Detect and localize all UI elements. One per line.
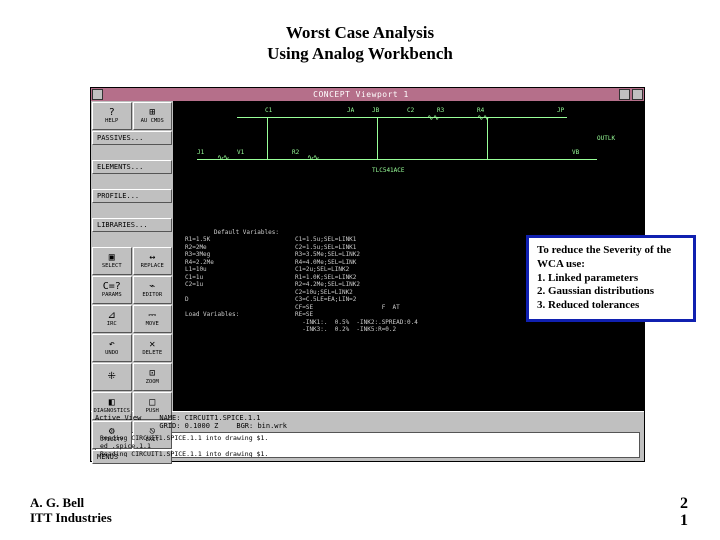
- undo-button[interactable]: ↶UNDO: [92, 334, 132, 362]
- help-icon: ?: [109, 108, 115, 118]
- help-button[interactable]: ?HELP: [92, 102, 132, 130]
- command-log[interactable]: Reading CIRCUIT1.SPICE.1.1 into drawing …: [95, 432, 640, 458]
- delete-icon: ✕: [149, 340, 155, 350]
- title-line-2: Using Analog Workbench: [0, 43, 720, 64]
- callout-box: To reduce the Severity of the WCA use: 1…: [526, 235, 696, 322]
- maximize-icon[interactable]: [632, 89, 643, 100]
- status-panel: Active View NAME: CIRCUIT1.SPICE.1.1 Act…: [91, 411, 644, 461]
- select-icon: ▣: [109, 253, 115, 263]
- params-button[interactable]: C=?PARAMS: [92, 276, 132, 304]
- move-icon: ⎓: [148, 311, 156, 321]
- push-icon: □: [149, 398, 155, 408]
- grid-icon: ⊞: [149, 108, 155, 118]
- zoom-icon: ⊡: [149, 369, 155, 379]
- status-name: NAME: CIRCUIT1.SPICE.1.1: [159, 414, 260, 422]
- aucmds-button[interactable]: ⊞AU CMDS: [133, 102, 173, 130]
- irc-button[interactable]: ⊿IRC: [92, 305, 132, 333]
- editor-icon: ⌁: [149, 282, 155, 292]
- minimize-icon[interactable]: [619, 89, 630, 100]
- swap-icon: ↔: [149, 253, 155, 263]
- misc-button[interactable]: ⁜: [92, 363, 132, 391]
- callout-heading: To reduce the Severity of the WCA use:: [537, 244, 685, 272]
- callout-item-3: 3. Reduced tolerances: [537, 299, 685, 313]
- irc-icon: ⊿: [108, 311, 116, 321]
- diag-icon: ◧: [109, 398, 115, 408]
- slide-title: Worst Case Analysis Using Analog Workben…: [0, 22, 720, 65]
- title-line-1: Worst Case Analysis: [0, 22, 720, 43]
- tool-palette: ?HELP ⊞AU CMDS PASSIVES... ELEMENTS... P…: [91, 101, 173, 411]
- undo-icon: ↶: [109, 340, 115, 350]
- passives-button[interactable]: PASSIVES...: [92, 131, 172, 145]
- page-number: 2 1: [680, 496, 688, 530]
- titlebar-right: [618, 88, 644, 101]
- status-bgr: BGR: bin.wrk: [236, 422, 287, 430]
- sysmenu-icon[interactable]: [92, 89, 103, 100]
- profile-button[interactable]: PROFILE...: [92, 189, 172, 203]
- replace-button[interactable]: ↔REPLACE: [133, 247, 173, 275]
- callout-item-2: 2. Gaussian distributions: [537, 285, 685, 299]
- params-icon: C=?: [103, 282, 121, 292]
- delete-button[interactable]: ✕DELETE: [133, 334, 173, 362]
- footer-left: A. G. Bell ITT Industries: [30, 495, 112, 526]
- titlebar: CONCEPT Viewport 1: [91, 88, 644, 101]
- author: A. G. Bell: [30, 495, 112, 511]
- select-button[interactable]: ▣SELECT: [92, 247, 132, 275]
- callout-item-1: 1. Linked parameters: [537, 272, 685, 286]
- move-button[interactable]: ⎓MOVE: [133, 305, 173, 333]
- libraries-button[interactable]: LIBRARIES...: [92, 218, 172, 232]
- window-title: CONCEPT Viewport 1: [104, 88, 618, 101]
- zoom-button[interactable]: ⊡ZOOM: [133, 363, 173, 391]
- org: ITT Industries: [30, 510, 112, 526]
- editor-button[interactable]: ⌁EDITOR: [133, 276, 173, 304]
- elements-button[interactable]: ELEMENTS...: [92, 160, 172, 174]
- active-view-label: Active View: [95, 414, 141, 422]
- status-grid: GRID: 0.1000 Z: [159, 422, 218, 430]
- misc-icon: ⁜: [108, 372, 116, 382]
- schematic-drawing: ∿∿ ∿∿ ∿∿ ∿∿ C1 JA JB C2 R3 R4 JP J1 V1 R…: [177, 105, 640, 190]
